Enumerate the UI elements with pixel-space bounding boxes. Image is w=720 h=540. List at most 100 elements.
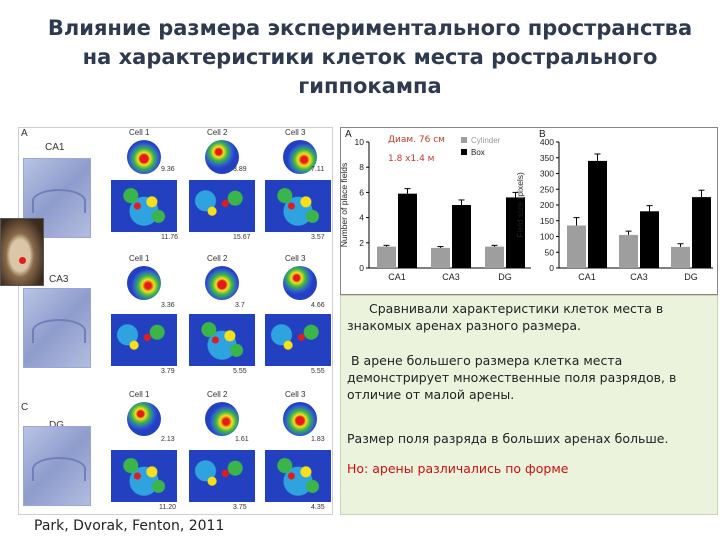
bar-cylinder-ca3 bbox=[431, 247, 450, 268]
y-tick-label: 250 bbox=[540, 184, 554, 194]
bar-box-ca1 bbox=[588, 160, 607, 268]
summary-text-panel: Сравнивали характеристики клеток места в… bbox=[340, 295, 718, 515]
y-tick-label: 100 bbox=[540, 232, 554, 242]
summary-caveat: Но: арены различались по форме bbox=[347, 461, 569, 476]
cell-label-2: Cell 2 bbox=[207, 254, 228, 263]
peak-rate: 4.66 bbox=[311, 302, 325, 309]
x-tick-label: CA1 bbox=[578, 272, 596, 282]
box-rate-map bbox=[111, 314, 177, 366]
cell-label-2: Cell 2 bbox=[207, 128, 228, 137]
peak-rate: 3.79 bbox=[161, 368, 175, 375]
peak-rate: 5.55 bbox=[311, 368, 325, 375]
arena-dimensions-note: Диам. 76 см 1.8 х1.4 м bbox=[388, 131, 445, 169]
x-tick-label: DG bbox=[684, 272, 698, 282]
cylinder-rate-map bbox=[205, 402, 239, 436]
cylinder-rate-map bbox=[205, 266, 239, 300]
peak-rate: 7.11 bbox=[311, 166, 325, 173]
region-label-ca1: CA1 bbox=[45, 142, 65, 153]
box-rate-map bbox=[265, 314, 331, 366]
peak-rate: 15.67 bbox=[233, 234, 251, 241]
chart-panel-letter: B bbox=[539, 129, 546, 140]
summary-paragraph-2: В арене большего размера клетка места де… bbox=[347, 353, 677, 402]
legend-swatch bbox=[461, 137, 467, 143]
brain-slice-ca3 bbox=[23, 288, 91, 368]
cylinder-rate-map bbox=[127, 266, 161, 300]
peak-rate: 4.35 bbox=[311, 504, 325, 511]
y-tick-label: 350 bbox=[540, 153, 554, 163]
cell-label-3: Cell 3 bbox=[285, 254, 306, 263]
region-label-ca3: CA3 bbox=[49, 274, 69, 285]
peak-rate: 2.13 bbox=[161, 436, 175, 443]
bar-charts: A 0 2 4 6 8 10 Number of place fields CA1 CA3 DG Cy… bbox=[341, 129, 713, 282]
bar-box-ca1 bbox=[398, 193, 417, 268]
y-axis-label: Field size (pixels) bbox=[515, 172, 525, 238]
cylinder-rate-map bbox=[283, 140, 317, 174]
peak-rate: 3.89 bbox=[233, 166, 247, 173]
cell-label-1: Cell 1 bbox=[129, 254, 150, 263]
peak-rate: 9.36 bbox=[161, 166, 175, 173]
region-label-dg: DG bbox=[49, 420, 64, 431]
bar-cylinder-ca3 bbox=[619, 234, 638, 268]
chart-panel-letter: A bbox=[345, 129, 352, 140]
y-tick-label: 8 bbox=[359, 162, 364, 172]
peak-rate: 5.55 bbox=[233, 368, 247, 375]
y-tick-label: 0 bbox=[359, 263, 364, 273]
cell-label-3: Cell 3 bbox=[285, 128, 306, 137]
bar-box-ca3 bbox=[452, 205, 471, 268]
cylinder-rate-map bbox=[205, 140, 239, 174]
citation: Park, Dvorak, Fenton, 2011 bbox=[34, 518, 225, 534]
y-tick-label: 200 bbox=[540, 200, 554, 210]
bar-box-dg bbox=[692, 197, 711, 268]
box-rate-map bbox=[265, 450, 331, 502]
bar-cylinder-ca1 bbox=[377, 246, 396, 268]
title-line-1: Влияние размера экспериментального прост… bbox=[47, 16, 693, 40]
y-tick-label: 4 bbox=[359, 213, 364, 223]
bar-cylinder-dg bbox=[485, 246, 504, 268]
title-line-2: на характеристики клеток места ростральн… bbox=[82, 45, 658, 69]
peak-rate: 3.75 bbox=[233, 504, 247, 511]
legend-swatch bbox=[461, 149, 467, 155]
peak-rate: 3.7 bbox=[235, 302, 245, 309]
x-tick-label: CA1 bbox=[388, 272, 406, 282]
box-rate-map bbox=[111, 450, 177, 502]
cylinder-dimension: Диам. 76 см bbox=[388, 135, 445, 145]
box-rate-map bbox=[189, 450, 255, 502]
place-cell-figure: A CA1 Cell 1 Cell 2 Cell 3 9.36 3.89 7.1… bbox=[18, 127, 333, 515]
slide-title: Влияние размера экспериментального прост… bbox=[30, 14, 710, 101]
bar-box-ca3 bbox=[640, 211, 659, 268]
cell-label-1: Cell 1 bbox=[129, 128, 150, 137]
box-rate-map bbox=[189, 180, 255, 232]
peak-rate: 11.20 bbox=[159, 504, 176, 511]
peak-rate: 1.61 bbox=[235, 436, 249, 443]
panel-letter-c: C bbox=[21, 402, 29, 413]
rat-photo bbox=[0, 218, 44, 286]
y-tick-label: 6 bbox=[359, 187, 364, 197]
y-tick-label: 150 bbox=[540, 216, 554, 226]
y-tick-label: 10 bbox=[355, 137, 365, 147]
cell-label-2: Cell 2 bbox=[207, 390, 228, 399]
y-tick-label: 50 bbox=[545, 247, 555, 257]
cylinder-rate-map bbox=[127, 140, 161, 174]
x-tick-label: CA3 bbox=[442, 272, 460, 282]
peak-rate: 3.57 bbox=[311, 234, 325, 241]
peak-rate: 1.83 bbox=[311, 436, 325, 443]
bar-charts-panel: A 0 2 4 6 8 10 Number of place fields CA1 CA3 DG Cy… bbox=[340, 127, 718, 295]
box-rate-map bbox=[189, 314, 255, 366]
brain-slice-dg bbox=[23, 426, 91, 506]
bar-box-dg bbox=[506, 197, 525, 268]
y-tick-label: 300 bbox=[540, 169, 554, 179]
x-tick-label: DG bbox=[498, 272, 512, 282]
bar-cylinder-dg bbox=[671, 246, 690, 268]
box-dimension: 1.8 х1.4 м bbox=[388, 154, 435, 164]
cylinder-rate-map bbox=[127, 402, 161, 436]
cell-label-1: Cell 1 bbox=[129, 390, 150, 399]
legend-label: Cylinder bbox=[471, 136, 501, 145]
y-axis-label: Number of place fields bbox=[341, 163, 349, 248]
y-tick-label: 0 bbox=[549, 263, 554, 273]
bar-cylinder-ca1 bbox=[567, 225, 586, 268]
title-line-3: гиппокампа bbox=[298, 74, 442, 98]
peak-rate: 3.36 bbox=[161, 302, 175, 309]
legend-label: Box bbox=[471, 148, 485, 157]
y-tick-label: 2 bbox=[359, 238, 364, 248]
x-tick-label: CA3 bbox=[630, 272, 648, 282]
